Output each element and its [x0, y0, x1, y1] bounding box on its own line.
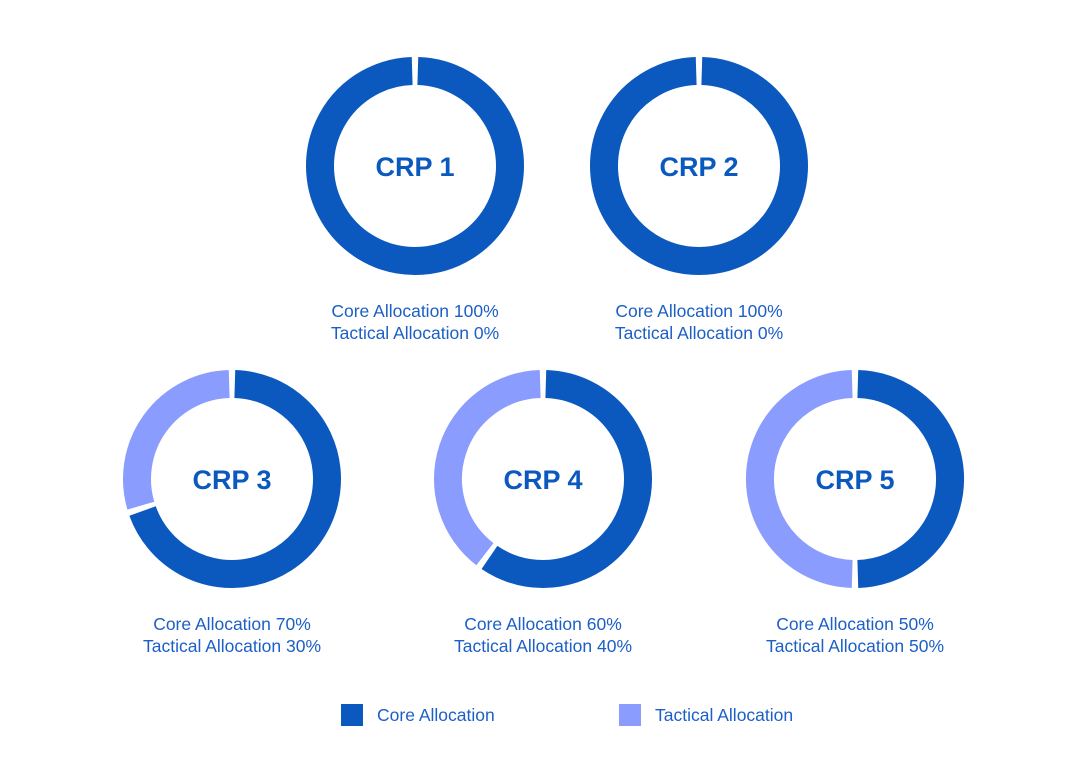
legend-item-tactical: Tactical Allocation [619, 704, 793, 726]
donut-5-caption: Core Allocation 50% Tactical Allocation 5… [725, 613, 985, 657]
donut-1: CRP 1 Core Allocation 100% Tactical Alloca… [285, 46, 545, 344]
donut-1-caption: Core Allocation 100% Tactical Allocation … [285, 300, 545, 344]
donut-3-label: CRP 3 [192, 465, 271, 495]
donut-4-segment-core [481, 370, 652, 588]
donut-svg-1: CRP 1 [306, 57, 524, 275]
donut-3: CRP 3 Core Allocation 70% Tactical Allocat… [102, 359, 362, 657]
donut-3-core-caption: Core Allocation 70% [153, 614, 311, 634]
donut-svg-3: CRP 3 [123, 370, 341, 588]
donut-3-caption: Core Allocation 70% Tactical Allocation 3… [102, 613, 362, 657]
donut-2-caption: Core Allocation 100% Tactical Allocation … [569, 300, 829, 344]
donut-1-core-caption: Core Allocation 100% [331, 301, 499, 321]
donut-5-segment-core [857, 370, 964, 588]
donut-svg-5: CRP 5 [746, 370, 964, 588]
legend-swatch-tactical [619, 704, 641, 726]
donut-2: CRP 2 Core Allocation 100% Tactical Alloca… [569, 46, 829, 344]
donut-1-label: CRP 1 [375, 152, 454, 182]
donut-1-segment-core [306, 57, 524, 275]
donut-4-core-caption: Core Allocation 60% [464, 614, 622, 634]
donut-4-caption: Core Allocation 60% Tactical Allocation 4… [413, 613, 673, 657]
legend-swatch-core [341, 704, 363, 726]
legend-label-core: Core Allocation [377, 704, 495, 725]
donut-3-segment-core [129, 370, 341, 588]
donut-2-tactical-caption: Tactical Allocation 0% [614, 323, 784, 343]
donut-4-segment-tactical [434, 370, 541, 566]
donut-5-tactical-caption: Tactical Allocation 50% [765, 636, 945, 656]
donut-4-label: CRP 4 [503, 465, 582, 495]
legend-item-core: Core Allocation [341, 704, 495, 726]
donut-4: CRP 4 Core Allocation 60% Tactical Allocat… [413, 359, 673, 657]
donut-5-label: CRP 5 [815, 465, 894, 495]
donut-svg-4: CRP 4 [434, 370, 652, 588]
donut-5: CRP 5 Core Allocation 50% Tactical Allocat… [725, 359, 985, 657]
chart-legend: Core Allocation Tactical Allocation [0, 704, 1080, 730]
donut-2-label: CRP 2 [659, 152, 738, 182]
legend-label-tactical: Tactical Allocation [655, 704, 794, 725]
donut-5-segment-tactical [746, 370, 853, 588]
donut-1-tactical-caption: Tactical Allocation 0% [330, 323, 500, 343]
donut-4-tactical-caption: Tactical Allocation 40% [453, 636, 633, 656]
donut-3-segment-tactical [123, 370, 231, 510]
donut-svg-2: CRP 2 [590, 57, 808, 275]
donut-2-segment-core [590, 57, 808, 275]
donut-5-core-caption: Core Allocation 50% [776, 614, 934, 634]
donut-3-tactical-caption: Tactical Allocation 30% [142, 636, 322, 656]
donut-2-core-caption: Core Allocation 100% [615, 301, 783, 321]
